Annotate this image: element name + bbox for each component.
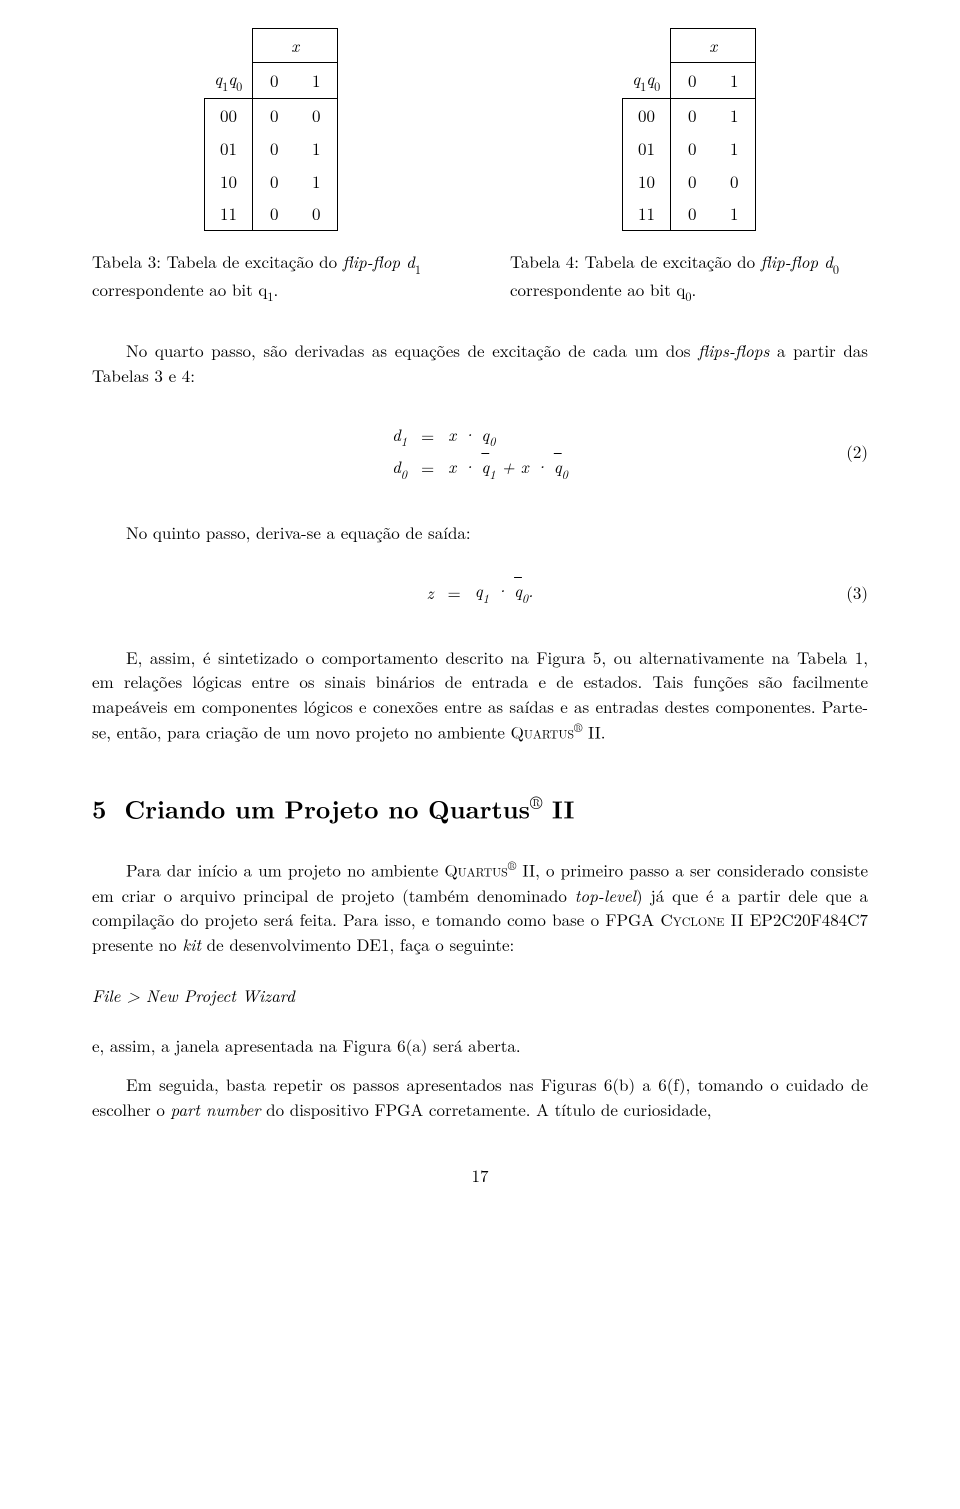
cell: 0 (295, 99, 338, 132)
table-block-left: x q1q0 0 1 00 0 0 01 0 1 10 (92, 28, 450, 304)
cell: 0 (713, 165, 756, 198)
cell: 0 (671, 165, 714, 198)
equation-number: (3) (846, 580, 868, 605)
paragraph-repeat-steps: Em seguida, basta repetir os passos apre… (92, 1072, 868, 1121)
cell: 0 (253, 165, 296, 198)
table-4-caption: Tabela 4: Tabela de excitação do flip-fl… (510, 249, 868, 304)
state-cell: 00 (622, 99, 670, 132)
state-cell: 10 (622, 165, 670, 198)
section-5-heading: 5Criando um Projeto no Quartus® II (92, 790, 868, 828)
cell: 0 (253, 99, 296, 132)
state-cell: 10 (204, 165, 252, 198)
cell: 0 (253, 197, 296, 230)
page-number: 17 (92, 1163, 868, 1188)
paragraph-new-project: Para dar início a um projeto no ambiente… (92, 857, 868, 956)
cell: 0 (253, 132, 296, 165)
excitation-table-4: x q1q0 0 1 00 0 1 01 0 1 10 (622, 28, 756, 231)
state-cell: 11 (622, 197, 670, 230)
state-cell: 11 (204, 197, 252, 230)
page: x q1q0 0 1 00 0 0 01 0 1 10 (0, 0, 960, 1228)
table-top-header: x (291, 33, 299, 57)
cell: 0 (671, 99, 714, 132)
cell: 1 (713, 132, 756, 165)
equation-3: z = q1 · q0. (3) (92, 574, 868, 610)
paragraph-window-opens: e, assim, a janela apresentada na Figura… (92, 1033, 868, 1058)
cell: 1 (295, 132, 338, 165)
table-block-right: x q1q0 0 1 00 0 1 01 0 1 10 (510, 28, 868, 304)
row-header-label: q1q0 (214, 66, 242, 90)
excitation-table-3: x q1q0 0 1 00 0 0 01 0 1 10 (204, 28, 338, 231)
col-header-1: 1 (713, 62, 756, 99)
tables-row: x q1q0 0 1 00 0 0 01 0 1 10 (92, 28, 868, 304)
table-top-header: x (709, 33, 717, 57)
equation-2: d1 = x · q0 d0 = x · q1 + x · q0 (2) (92, 418, 868, 486)
paragraph-synthesis: E, assim, é sintetizado o comportamento … (92, 645, 868, 744)
cell: 1 (713, 99, 756, 132)
cell: 1 (713, 197, 756, 230)
col-header-0: 0 (671, 62, 714, 99)
row-header-label: q1q0 (632, 66, 660, 90)
paragraph-step5: No quinto passo, deriva-se a equação de … (92, 520, 868, 545)
menu-path: File > New Project Wizard (92, 983, 868, 1008)
cell: 0 (671, 197, 714, 230)
state-cell: 01 (204, 132, 252, 165)
paragraph-step4: No quarto passo, são derivadas as equaçõ… (92, 338, 868, 387)
cell: 0 (671, 132, 714, 165)
table-3-caption: Tabela 3: Tabela de excitação do flip-fl… (92, 249, 450, 304)
cell: 1 (295, 165, 338, 198)
col-header-0: 0 (253, 62, 296, 99)
cell: 0 (295, 197, 338, 230)
col-header-1: 1 (295, 62, 338, 99)
state-cell: 01 (622, 132, 670, 165)
equation-number: (2) (846, 439, 868, 464)
state-cell: 00 (204, 99, 252, 132)
